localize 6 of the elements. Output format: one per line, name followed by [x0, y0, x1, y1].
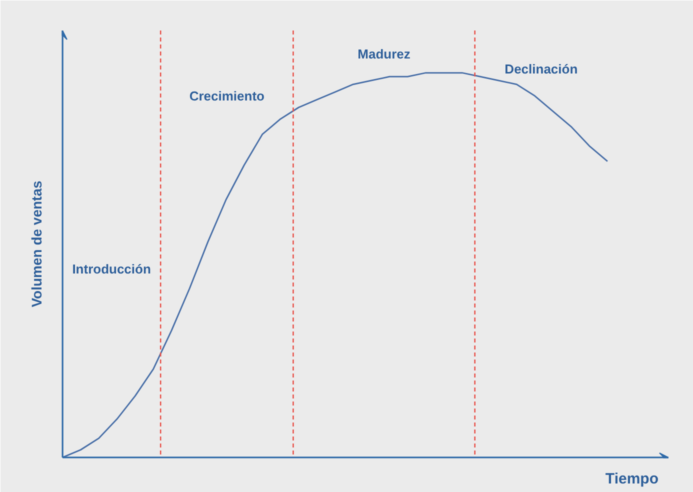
- annotation: Declinación: [504, 62, 578, 77]
- annotation: Introducción: [72, 262, 151, 277]
- y-axis-title: Volumen de ventas: [28, 180, 44, 308]
- x-axis-title: Tiempo: [605, 470, 659, 488]
- text: Madurez: [358, 46, 411, 62]
- annotation: Crecimiento: [189, 88, 265, 104]
